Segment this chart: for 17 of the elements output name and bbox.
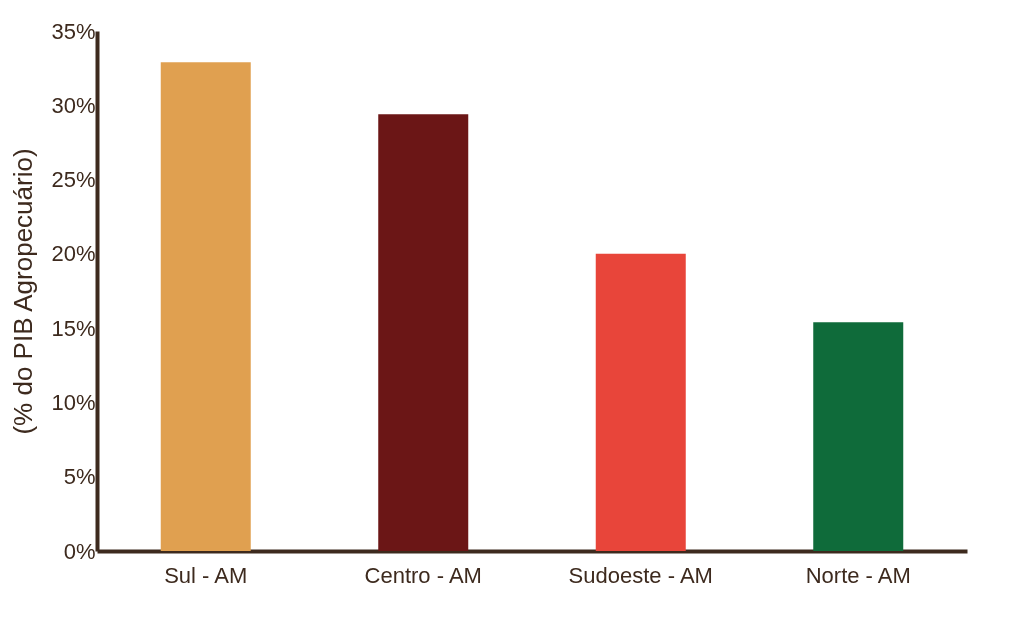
- y-tick-label: 0%: [63, 538, 96, 564]
- y-tick-label: 30%: [51, 92, 96, 118]
- x-tick-label: Norte - AM: [805, 562, 911, 588]
- bar: [595, 253, 686, 551]
- bar: [813, 322, 904, 551]
- y-tick-label: 25%: [51, 167, 96, 193]
- x-tick-label: Sul - AM: [164, 562, 248, 588]
- x-tick-label: Sudoeste - AM: [568, 562, 713, 588]
- y-tick-label: 35%: [51, 18, 96, 44]
- y-tick-label: 5%: [63, 464, 96, 490]
- bar: [378, 114, 469, 551]
- y-axis-title: (% do PIB Agropecuário): [8, 148, 39, 435]
- y-tick-label: 10%: [51, 389, 96, 415]
- y-tick-label: 15%: [51, 315, 96, 341]
- x-tick-label: Centro - AM: [364, 562, 482, 588]
- bar: [160, 62, 251, 551]
- y-tick-label: 20%: [51, 241, 96, 267]
